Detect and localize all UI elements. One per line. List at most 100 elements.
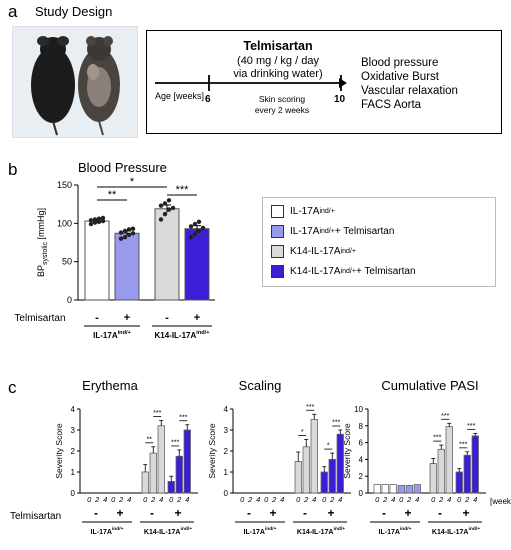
legend-label: K14-IL-17A — [290, 246, 341, 257]
bp-chart-title: Blood Pressure — [78, 160, 167, 175]
week-tick-label: 0 — [431, 495, 436, 504]
y-tick-label: 4 — [71, 405, 76, 414]
y-tick-label: 2 — [224, 447, 229, 456]
week-tick-label: 2 — [94, 495, 100, 504]
bar — [381, 484, 389, 494]
y-tick-label: 4 — [359, 455, 364, 464]
week-tick-label: 2 — [438, 495, 444, 504]
sig-label: *** — [433, 435, 441, 442]
treatment-sign: + — [194, 312, 200, 324]
y-tick-label: 150 — [57, 180, 72, 190]
week-tick-label: 2 — [382, 495, 388, 504]
treatment-sign: + — [116, 506, 123, 520]
group-label: K14-IL-17Aind/+ — [297, 526, 345, 536]
sig-label: *** — [306, 404, 314, 411]
y-axis-label: Severity Score — [342, 423, 352, 479]
legend-swatch — [271, 265, 284, 278]
treatment-label: Telmisartan — [10, 511, 61, 522]
data-point — [118, 236, 124, 241]
bar — [302, 446, 310, 494]
bar — [397, 485, 405, 494]
data-point — [166, 198, 172, 203]
data-point — [118, 230, 124, 235]
week-tick-label: 0 — [111, 495, 116, 504]
legend: IL-17A ind/+ IL-17A ind/+ + Telmisartan K1… — [262, 197, 496, 287]
data-point — [88, 221, 94, 227]
bar — [389, 484, 397, 494]
data-point — [92, 220, 98, 225]
week-tick-label: 2 — [176, 495, 182, 504]
bar — [471, 435, 479, 494]
week-tick-label: 2 — [303, 495, 309, 504]
scoring-line-2: every 2 weeks — [254, 105, 310, 115]
bar — [184, 228, 210, 301]
y-tick-label: 0 — [224, 489, 229, 498]
week-tick-label: 2 — [247, 495, 253, 504]
data-point — [100, 215, 106, 221]
start-week: 6 — [205, 94, 211, 105]
week-tick-label: 0 — [457, 495, 462, 504]
age-axis-label: Age [weeks] — [155, 91, 205, 101]
sig-label: *** — [171, 439, 179, 446]
outcome-item: Oxidative Burst — [361, 71, 439, 83]
bar — [455, 471, 463, 494]
legend-item: K14-IL-17A ind/+ + Telmisartan — [271, 264, 416, 279]
y-tick-label: 6 — [359, 439, 364, 448]
group-label: IL-17Aind/+ — [93, 330, 131, 340]
bar — [405, 485, 413, 494]
treatment-sign: - — [247, 506, 251, 520]
study-timeline-box: Telmisartan (40 mg / kg / day via drinki… — [146, 30, 502, 134]
data-point — [88, 218, 94, 223]
sig-label: *** — [467, 423, 475, 430]
legend-label-sup: ind/+ — [319, 228, 335, 235]
legend-label-sup: ind/+ — [340, 268, 356, 275]
treatment-label: Telmisartan — [14, 313, 65, 324]
sig-label: ** — [147, 436, 153, 443]
week-tick-label: 2 — [464, 495, 470, 504]
treatment-sign: - — [95, 312, 99, 324]
group-label: K14-IL-17Aind/+ — [144, 526, 192, 536]
data-point — [122, 228, 128, 234]
legend-label-suffix: + Telmisartan — [334, 226, 395, 237]
legend-label-sup: ind/+ — [319, 208, 335, 215]
bar — [114, 232, 140, 301]
y-tick-label: 100 — [57, 218, 72, 228]
y-axis-label: BPsystolic [mmHg] — [36, 208, 49, 277]
week-tick-label: 4 — [159, 495, 163, 504]
data-point — [126, 227, 132, 232]
panel-letter-a: a — [8, 2, 18, 21]
sig-label: *** — [179, 414, 187, 421]
data-point — [122, 234, 128, 240]
treatment-sign: - — [94, 506, 98, 520]
group-label: IL-17Aind/+ — [91, 526, 124, 536]
data-point — [92, 217, 98, 222]
treatment-sign: - — [382, 506, 386, 520]
sig-label: * — [327, 443, 330, 450]
outcome-item: Vascular relaxation — [361, 85, 458, 97]
y-tick-label: 2 — [359, 472, 364, 481]
bar — [373, 484, 381, 494]
timeline-arrow — [155, 75, 347, 91]
bar — [157, 425, 165, 494]
bar — [336, 433, 344, 494]
week-tick-label: 4 — [391, 495, 395, 504]
bar — [183, 429, 191, 494]
study-design-title: Study Design — [35, 4, 113, 19]
sig-label: * — [301, 429, 304, 436]
sig-label: *** — [441, 413, 449, 420]
treatment-sign: - — [303, 506, 307, 520]
legend-swatch — [271, 225, 284, 238]
y-tick-label: 10 — [354, 405, 363, 414]
treatment-sign: - — [165, 312, 169, 324]
treatment-sign: + — [327, 506, 334, 520]
data-point — [192, 231, 198, 237]
week-tick-label: 4 — [338, 495, 342, 504]
sig-label: *** — [332, 420, 340, 427]
panel-letter-b: b — [8, 160, 18, 179]
data-point — [96, 216, 102, 221]
week-tick-label: 2 — [118, 495, 124, 504]
data-point — [130, 231, 136, 236]
legend-label: K14-IL-17A — [290, 266, 341, 277]
